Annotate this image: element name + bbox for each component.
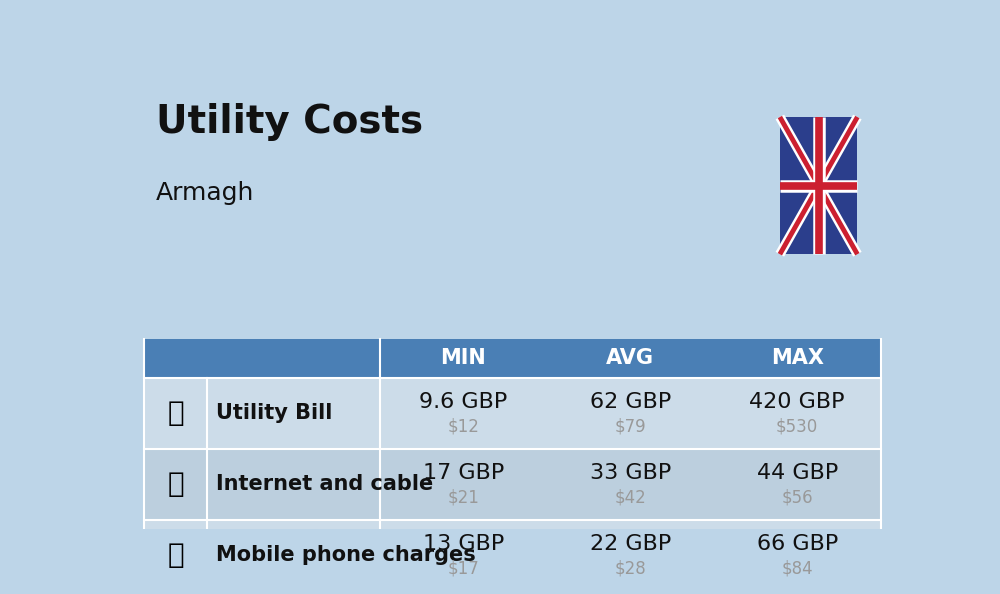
Text: MAX: MAX <box>771 348 824 368</box>
Bar <box>144 448 881 520</box>
Text: 13 GBP: 13 GBP <box>423 533 504 554</box>
Text: $17: $17 <box>448 560 479 578</box>
Text: 33 GBP: 33 GBP <box>590 463 671 483</box>
Text: $530: $530 <box>776 418 818 436</box>
Text: 📡: 📡 <box>167 470 184 498</box>
Text: 22 GBP: 22 GBP <box>590 533 671 554</box>
Text: 420 GBP: 420 GBP <box>749 391 845 412</box>
Text: Internet and cable: Internet and cable <box>216 474 434 494</box>
Text: 📱: 📱 <box>167 541 184 569</box>
Text: 66 GBP: 66 GBP <box>757 533 838 554</box>
Text: Armagh: Armagh <box>156 181 254 205</box>
Bar <box>144 378 881 448</box>
Text: MIN: MIN <box>441 348 486 368</box>
Bar <box>144 520 881 590</box>
Text: Mobile phone charges: Mobile phone charges <box>216 545 476 565</box>
Text: $21: $21 <box>447 489 479 507</box>
Text: 62 GBP: 62 GBP <box>590 391 671 412</box>
Bar <box>144 339 881 378</box>
Text: $42: $42 <box>614 489 646 507</box>
Text: $12: $12 <box>447 418 479 436</box>
Text: 9.6 GBP: 9.6 GBP <box>419 391 508 412</box>
Text: AVG: AVG <box>606 348 654 368</box>
Text: $84: $84 <box>781 560 813 578</box>
Text: $56: $56 <box>781 489 813 507</box>
Text: Utility Bill: Utility Bill <box>216 403 333 423</box>
Text: $79: $79 <box>614 418 646 436</box>
Text: $28: $28 <box>614 560 646 578</box>
Text: 17 GBP: 17 GBP <box>423 463 504 483</box>
Text: 44 GBP: 44 GBP <box>757 463 838 483</box>
Bar <box>780 117 857 254</box>
Text: 🔌: 🔌 <box>167 399 184 427</box>
Text: Utility Costs: Utility Costs <box>156 103 423 141</box>
